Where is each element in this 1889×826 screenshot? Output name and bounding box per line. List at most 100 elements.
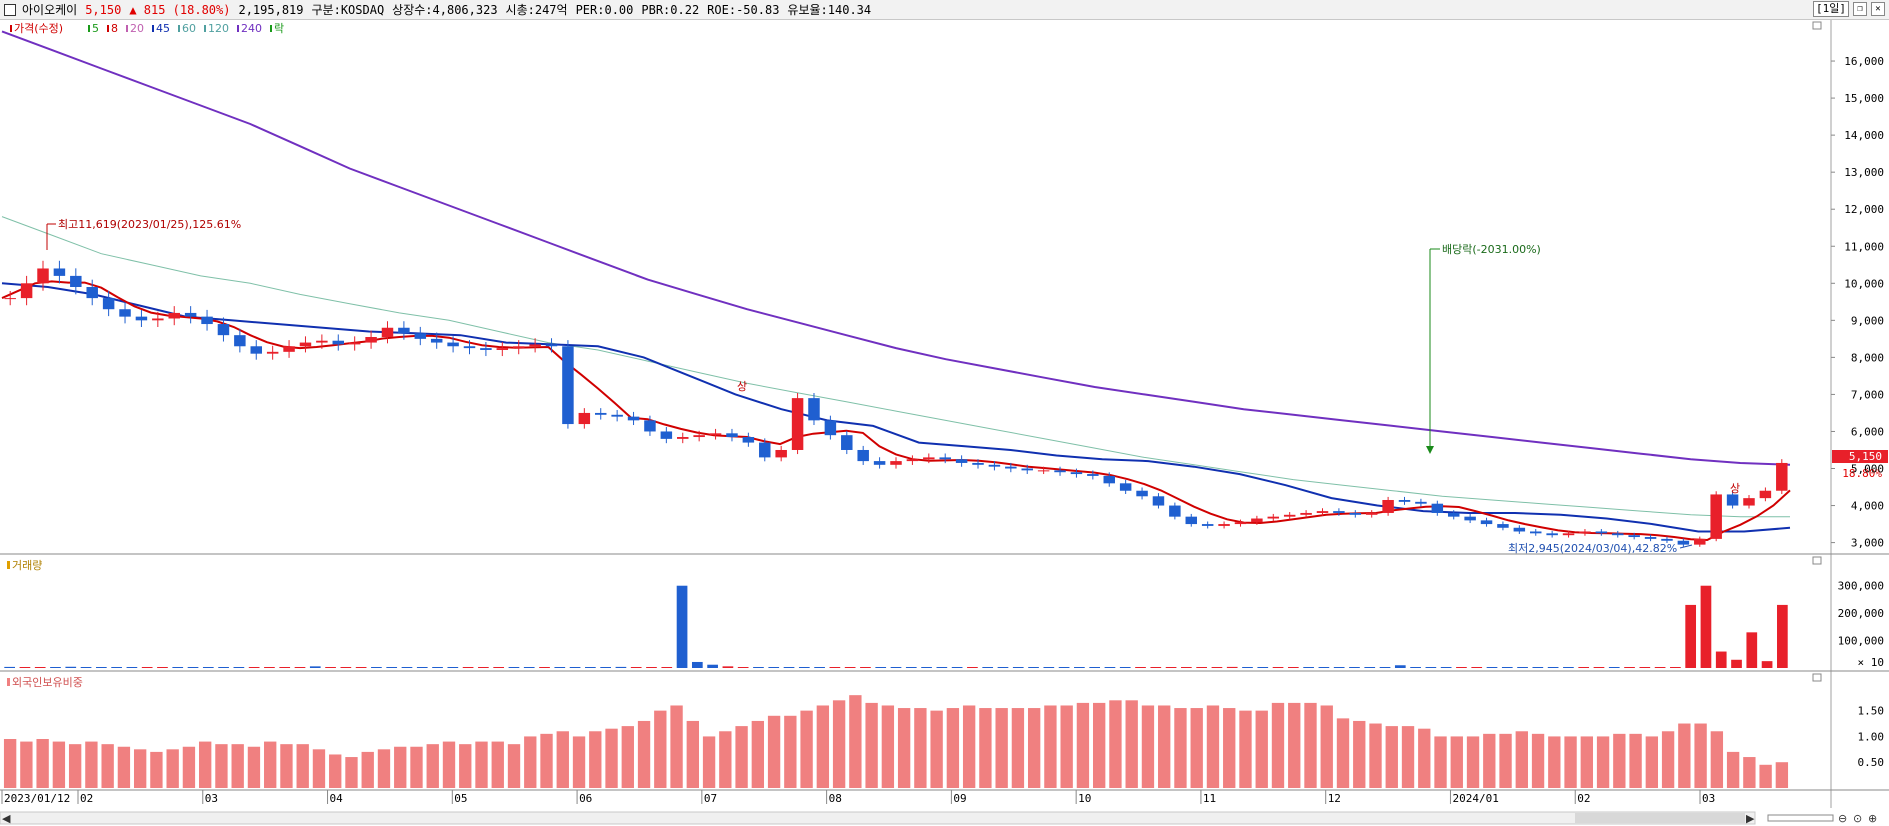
foreign-ownership-bar (719, 731, 732, 788)
candle-body (1300, 512, 1312, 515)
foreign-ownership-bar (101, 744, 114, 788)
foreign-ownership-bar (1288, 702, 1301, 788)
candle-body (873, 461, 886, 465)
foreign-ownership-bar (133, 749, 147, 788)
volume-bar (1639, 667, 1651, 668)
foreign-ownership-bar (199, 741, 212, 788)
foreign-ownership-bar (1418, 728, 1431, 788)
scroll-left-icon[interactable]: ◀ (2, 812, 11, 825)
foreign-ownership-bar (930, 710, 943, 788)
volume-panel-title: 거래량 (12, 559, 42, 572)
ma45-line (1, 282, 1791, 533)
volume-bar (1043, 667, 1055, 668)
foreign-ownership-bar (1255, 710, 1268, 788)
candle-body (1661, 538, 1673, 541)
foreign-ownership-bar (767, 715, 781, 788)
volume-bar (187, 667, 199, 668)
candle-body (824, 420, 837, 436)
foreign-title-marker (7, 678, 10, 686)
volume-bar (1303, 667, 1314, 668)
foreign-ownership-bar (1499, 733, 1512, 788)
candle-body (1349, 512, 1362, 515)
volume-bar (554, 667, 566, 668)
candle-body (972, 462, 984, 465)
foreign-ownership-bar (621, 726, 634, 788)
zoom-out-icon[interactable]: ⊖ (1838, 812, 1847, 825)
volume-bar (1028, 667, 1039, 668)
volume-bar (1486, 667, 1498, 668)
low-annotation: 최저2,945(2024/03/04),42.82% (1508, 542, 1693, 555)
volume-bar (539, 667, 550, 668)
volume-bar (875, 667, 887, 668)
roe-value: ROE:-50.83 (707, 2, 780, 17)
foreign-ownership-bar (117, 746, 131, 788)
volume-bar (1135, 667, 1146, 668)
volume-bar (1364, 667, 1376, 668)
foreign-ownership-bar (914, 708, 927, 788)
foreign-ownership-bar (637, 720, 651, 788)
horizontal-scrollbar[interactable] (0, 811, 1756, 825)
stock-name: 아이오케이 (22, 3, 78, 17)
scroll-right-icon[interactable]: ▶ (1746, 812, 1755, 825)
zoom-in-icon[interactable]: ⊕ (1868, 812, 1877, 825)
price-panel-min-button[interactable] (1812, 21, 1822, 30)
candle-body (709, 433, 722, 436)
price-tick-label: 11,000 (1844, 240, 1884, 253)
candle-body (1251, 518, 1263, 523)
legend-item: 8 (111, 22, 118, 35)
foreign-ownership-bar (1141, 705, 1155, 788)
volume-bar (1746, 632, 1758, 668)
legend-marker (152, 25, 154, 32)
volume-tick-label: 100,000 (1838, 635, 1884, 648)
volume-bar (1150, 667, 1162, 668)
volume-bar (157, 667, 168, 668)
foreign-ownership-bar (524, 736, 537, 788)
price-tick-label: 7,000 (1851, 388, 1884, 401)
candle-body (1398, 499, 1411, 502)
x-tick-label: 04 (330, 792, 344, 805)
ma8-line (1, 280, 1791, 542)
zoom-reset-icon[interactable]: ⊙ (1853, 812, 1862, 825)
legend-item: 20 (130, 22, 144, 35)
period-selector[interactable]: [1일] (1813, 1, 1849, 17)
x-tick-label: 2023/01/12 (4, 792, 70, 805)
close-icon[interactable]: ✕ (1871, 2, 1885, 16)
upper-limit-mark-1: 상 (737, 380, 747, 393)
foreign-ownership-bar (1710, 731, 1724, 788)
candle-body (791, 398, 804, 450)
select-checkbox[interactable] (4, 3, 16, 16)
scrollbar-thumb[interactable] (1575, 813, 1745, 823)
volume-bar (1456, 667, 1467, 668)
volume-bar (1257, 667, 1269, 668)
volume-bar (737, 667, 749, 668)
volume-bar (691, 661, 703, 668)
foreign-ownership-bar (1450, 736, 1463, 788)
foreign-tick-label: 0.50 (1858, 756, 1885, 769)
volume-bar (1654, 667, 1666, 668)
candle-body (1743, 498, 1755, 506)
foreign-panel-min-button[interactable] (1812, 673, 1822, 682)
foreign-ownership-bar (1027, 708, 1041, 788)
zoom-slider[interactable] (1767, 814, 1834, 822)
x-tick-label: 10 (1078, 792, 1091, 805)
x-tick-label: 12 (1328, 792, 1341, 805)
legend-marker (270, 25, 272, 32)
candle-body (1530, 531, 1542, 534)
volume-bar (478, 667, 489, 668)
restore-icon[interactable]: ❐ (1853, 2, 1867, 16)
candle-body (742, 437, 755, 443)
candle-body (381, 327, 394, 338)
candle-body (250, 346, 262, 354)
candle-body (1546, 533, 1558, 536)
volume-panel-min-button[interactable] (1812, 556, 1822, 565)
price-tick-label: 6,000 (1851, 425, 1884, 438)
current-price: 5,150 (85, 2, 122, 17)
high-annotation: 최고11,619(2023/01/25),125.61% (46, 218, 241, 250)
foreign-ownership-bar (1645, 736, 1659, 788)
volume-bar (1715, 651, 1727, 668)
foreign-ownership-bar (410, 746, 423, 788)
candle-body (923, 457, 935, 460)
trade-volume: 2,195,819 (238, 2, 304, 17)
foreign-ownership-bar (475, 741, 488, 788)
